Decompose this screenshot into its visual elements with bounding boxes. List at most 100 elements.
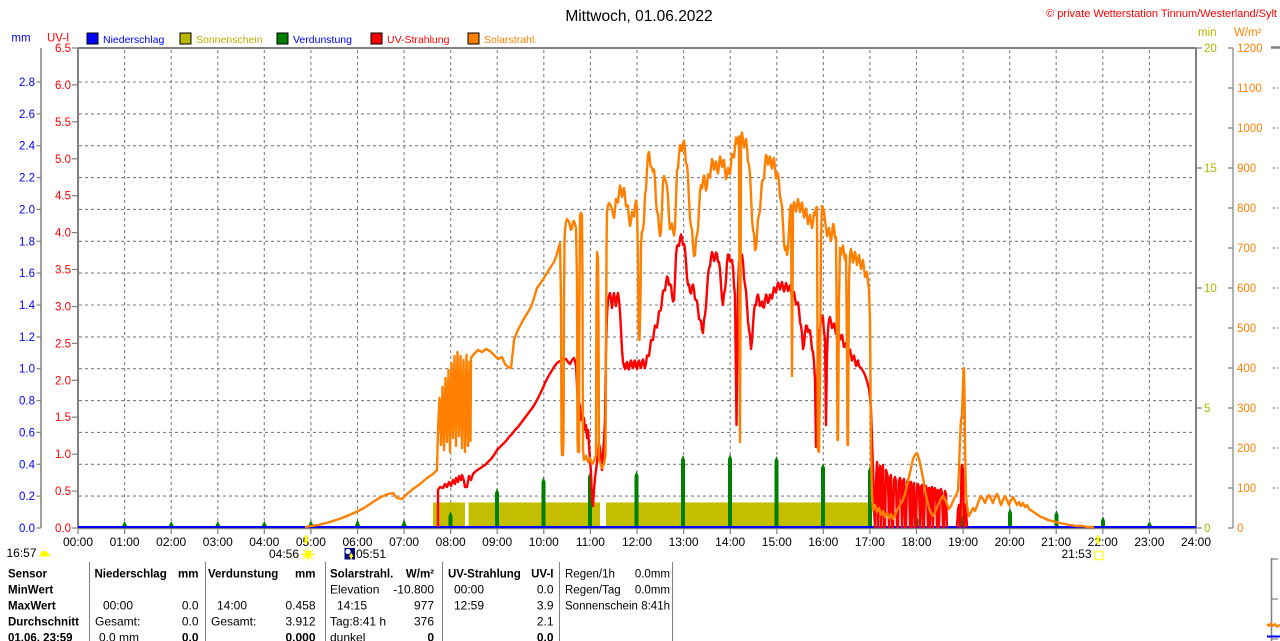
- svg-text:15: 15: [1204, 163, 1217, 175]
- svg-text:0: 0: [1204, 523, 1210, 535]
- svg-text:0.6: 0.6: [19, 427, 35, 439]
- svg-text:MaxWert: MaxWert: [8, 601, 56, 613]
- svg-text:04:00: 04:00: [249, 535, 279, 549]
- svg-text:200: 200: [1237, 443, 1256, 455]
- svg-text:0.0: 0.0: [182, 615, 199, 629]
- svg-text:0.0: 0.0: [55, 523, 71, 535]
- svg-text:04:56: 04:56: [269, 547, 299, 561]
- svg-text:2.4: 2.4: [19, 141, 36, 153]
- svg-text:0.458: 0.458: [285, 599, 315, 613]
- svg-text:500: 500: [1237, 323, 1256, 335]
- svg-text:20:00: 20:00: [995, 535, 1025, 549]
- svg-text:Solarstrahl.: Solarstrahl.: [484, 34, 537, 46]
- svg-text:W/m²: W/m²: [406, 569, 434, 581]
- svg-text:24:00: 24:00: [1181, 535, 1211, 549]
- svg-text:01:00: 01:00: [110, 535, 140, 549]
- svg-text:3.9: 3.9: [537, 599, 554, 613]
- svg-text:-10.800: -10.800: [393, 583, 434, 597]
- svg-text:1.5: 1.5: [55, 412, 71, 424]
- svg-text:23:00: 23:00: [1134, 535, 1164, 549]
- svg-text:Elevation: Elevation: [330, 583, 379, 597]
- svg-text:Verdunstung: Verdunstung: [208, 569, 278, 581]
- svg-text:21:00: 21:00: [1041, 535, 1071, 549]
- svg-text:Regen/1h: Regen/1h: [565, 569, 615, 581]
- svg-text:0.5: 0.5: [55, 486, 71, 498]
- svg-text:00:00: 00:00: [103, 599, 133, 613]
- svg-text:2.6: 2.6: [19, 109, 35, 121]
- svg-text:© private Wetterstation Tinnum: © private Wetterstation Tinnum/Westerlan…: [1046, 8, 1277, 20]
- svg-text:W/m²: W/m²: [1234, 27, 1262, 39]
- svg-text:08:00: 08:00: [436, 535, 466, 549]
- svg-text:Niederschlag: Niederschlag: [95, 569, 167, 581]
- svg-text:UV-I: UV-I: [47, 33, 69, 45]
- svg-text:1200: 1200: [1237, 43, 1263, 55]
- svg-text:18:00: 18:00: [901, 535, 931, 549]
- svg-text:07:00: 07:00: [389, 535, 419, 549]
- svg-text:Solarstrahl.: Solarstrahl.: [330, 569, 393, 581]
- svg-text:14:00: 14:00: [217, 599, 247, 613]
- svg-text:16:00: 16:00: [808, 535, 838, 549]
- svg-text:20: 20: [1204, 43, 1217, 55]
- svg-text:1.6: 1.6: [19, 268, 35, 280]
- svg-text:Gesamt:: Gesamt:: [211, 615, 256, 629]
- svg-text:0.8: 0.8: [19, 396, 35, 408]
- svg-text:1.0: 1.0: [19, 364, 35, 376]
- svg-text:min: min: [1198, 27, 1217, 39]
- svg-text:2.8: 2.8: [19, 77, 35, 89]
- svg-text:14:15: 14:15: [337, 599, 367, 613]
- svg-text:0.0mm: 0.0mm: [635, 585, 670, 597]
- svg-text:UV-Strahlung: UV-Strahlung: [387, 34, 450, 46]
- svg-text:0.000: 0.000: [285, 631, 315, 641]
- svg-text:376: 376: [414, 615, 434, 629]
- svg-text:10: 10: [1204, 283, 1217, 295]
- svg-text:06:00: 06:00: [342, 535, 372, 549]
- svg-text:Regen/Tag: Regen/Tag: [565, 585, 621, 597]
- svg-text:12:00: 12:00: [622, 535, 652, 549]
- svg-text:0.0mm: 0.0mm: [635, 569, 670, 581]
- svg-text:12:59: 12:59: [454, 599, 484, 613]
- svg-text:mm: mm: [178, 569, 198, 581]
- svg-text:22:00: 22:00: [1088, 535, 1118, 549]
- svg-text:977: 977: [414, 599, 434, 613]
- svg-text:15:00: 15:00: [762, 535, 792, 549]
- svg-text:mm: mm: [295, 569, 315, 581]
- svg-text:5.0: 5.0: [55, 154, 71, 166]
- svg-text:09:00: 09:00: [482, 535, 512, 549]
- svg-text:800: 800: [1237, 203, 1256, 215]
- svg-text:16:57: 16:57: [6, 546, 36, 560]
- svg-text:Gesamt:: Gesamt:: [95, 615, 140, 629]
- svg-text:0.2: 0.2: [19, 491, 35, 503]
- svg-text:4.5: 4.5: [55, 191, 71, 203]
- svg-text:400: 400: [1237, 363, 1256, 375]
- svg-text:3.5: 3.5: [55, 265, 71, 277]
- svg-text:1000: 1000: [1237, 123, 1263, 135]
- svg-text:00:00: 00:00: [454, 583, 484, 597]
- svg-text:Mittwoch, 01.06.2022: Mittwoch, 01.06.2022: [565, 8, 712, 25]
- svg-text:UV-Strahlung: UV-Strahlung: [448, 569, 521, 581]
- svg-text:mm: mm: [11, 33, 30, 45]
- svg-text:0.0: 0.0: [182, 599, 199, 613]
- svg-text:6.0: 6.0: [55, 80, 71, 92]
- svg-text:4.0: 4.0: [55, 228, 71, 240]
- svg-text:600: 600: [1237, 283, 1256, 295]
- svg-text:Sonnenschein: Sonnenschein: [565, 601, 638, 613]
- svg-text:300: 300: [1237, 403, 1256, 415]
- svg-text:05:51: 05:51: [356, 547, 386, 561]
- svg-text:14:00: 14:00: [715, 535, 745, 549]
- svg-text:0: 0: [427, 631, 434, 641]
- svg-text:1.8: 1.8: [19, 236, 35, 248]
- svg-text:UV-I: UV-I: [531, 569, 553, 581]
- svg-text:03:00: 03:00: [203, 535, 233, 549]
- svg-text:21:53: 21:53: [1061, 547, 1091, 561]
- svg-text:2.1: 2.1: [537, 615, 554, 629]
- svg-text:3.0: 3.0: [55, 302, 71, 314]
- svg-text:2.0: 2.0: [19, 204, 35, 216]
- svg-text:11:00: 11:00: [576, 535, 605, 549]
- svg-text:2.2: 2.2: [19, 173, 35, 185]
- svg-text:1.4: 1.4: [19, 300, 36, 312]
- svg-text:0.0: 0.0: [19, 523, 35, 535]
- svg-text:dunkel: dunkel: [330, 631, 365, 641]
- svg-text:02:00: 02:00: [156, 535, 186, 549]
- svg-text:05:00: 05:00: [296, 535, 326, 549]
- svg-text:00:00: 00:00: [63, 535, 93, 549]
